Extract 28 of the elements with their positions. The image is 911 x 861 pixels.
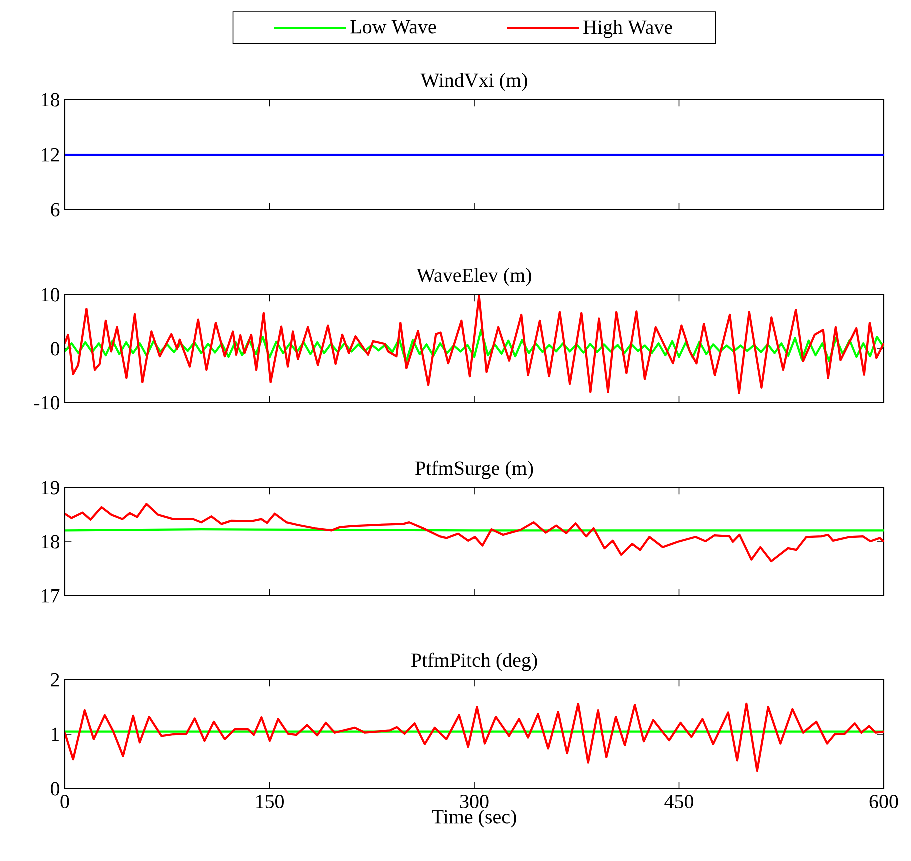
legend-label: Low Wave — [350, 20, 436, 34]
line-series — [65, 702, 884, 772]
y-tick-label: 0 — [51, 782, 60, 796]
x-tick-label: 0 — [60, 795, 70, 809]
y-tick-label: 17 — [42, 589, 60, 603]
y-tick-label: 18 — [42, 93, 60, 107]
y-tick-label: 12 — [42, 148, 60, 162]
y-tick-label: 19 — [42, 481, 60, 495]
legend-label: High Wave — [584, 20, 672, 38]
chart-title: WaveElev (m) — [416, 268, 532, 286]
chart-title: WindVxi (m) — [420, 73, 528, 92]
line-series — [65, 503, 884, 563]
x-tick-label: 150 — [256, 795, 284, 809]
y-tick-label: 18 — [42, 535, 60, 549]
y-tick-label: 2 — [51, 673, 60, 687]
x-tick-label: 600 — [870, 795, 898, 809]
y-tick-label: 1 — [52, 728, 60, 742]
chart-title: PtfmSurge (m) — [416, 460, 534, 480]
y-tick-label: -10 — [34, 396, 60, 410]
y-tick-label: 10 — [42, 288, 60, 302]
y-tick-label: 0 — [51, 342, 60, 356]
x-tick-label: 300 — [460, 795, 489, 809]
chart-title: PtfmPitch (deg) — [411, 652, 538, 672]
line-series — [65, 329, 884, 364]
y-tick-label: 6 — [51, 203, 60, 217]
line-series — [65, 295, 884, 394]
x-axis-title: Time (sec) — [432, 810, 516, 828]
x-tick-label: 450 — [664, 795, 694, 809]
